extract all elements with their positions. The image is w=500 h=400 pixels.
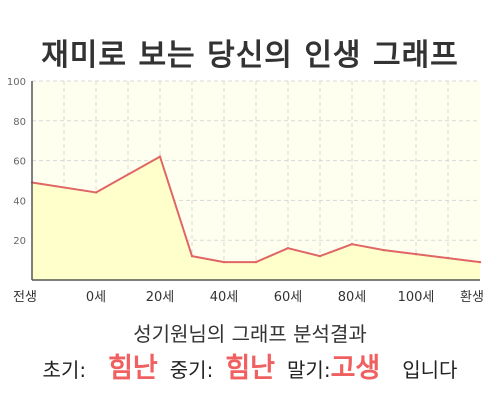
data-point [190,254,194,258]
x-tick-label: 환생 [460,290,484,305]
data-point [94,191,98,194]
area-fill [32,156,480,280]
data-point [414,252,418,256]
data-point [158,155,162,158]
analysis-heading: 성기원님의 그래프 분석결과 [133,322,367,346]
middle-label: 중기: [169,358,214,382]
data-point [318,254,322,258]
late-label: 말기: [287,358,331,382]
x-tick-label: 20세 [146,290,175,305]
x-tick-label: 40세 [210,290,239,305]
page-title: 재미로 보는 당신의 인생 그래프 [41,38,459,73]
x-tick-label: 60세 [274,290,303,305]
early-label: 초기: [42,358,87,382]
data-point [478,260,482,264]
x-tick-label: 전생 [13,290,37,305]
y-tick-label: 100 [7,77,26,88]
y-tick-label: 80 [13,117,26,128]
data-point [350,242,354,246]
x-tick-label: 100세 [398,290,435,305]
y-tick-label: 60 [13,157,26,168]
y-tick-label: 40 [13,196,26,207]
data-point [382,248,386,252]
x-tick-label: 80세 [338,290,367,305]
data-point [446,256,450,260]
data-point [254,260,258,264]
late-value: 고생 [330,353,381,384]
x-tick-label: 0세 [86,290,106,305]
suffix-text: 입니다 [402,358,458,382]
result-line: 초기: 힘난 중기: 힘난 말기:고생 입니다 [0,346,500,385]
data-point [222,260,226,264]
data-point [286,246,290,250]
middle-value: 힘난 [225,353,276,384]
early-value: 힘난 [108,353,158,384]
y-tick-label: 20 [13,236,26,247]
life-graph-chart: 20 40 60 80 100 전생 0세 20세 40세 60세 80세 100세 환생 [7,77,484,305]
